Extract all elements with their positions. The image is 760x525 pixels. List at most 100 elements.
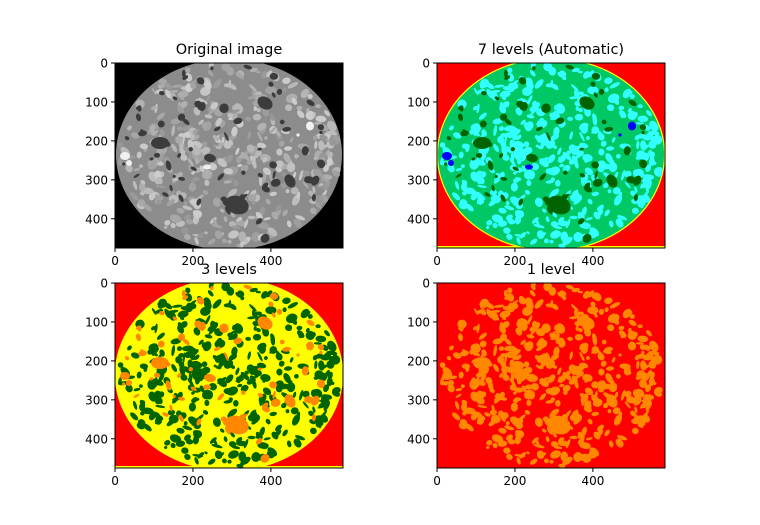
aggregate-grain	[215, 365, 222, 370]
aggregate-grain	[258, 396, 263, 407]
aggregate-grain	[169, 434, 182, 443]
aggregate-grain	[208, 382, 217, 391]
aggregate-grain	[192, 367, 201, 376]
aggregate-grain	[327, 120, 337, 132]
void-region	[473, 137, 491, 149]
void-region	[535, 126, 543, 132]
aggregate-grain	[230, 145, 235, 149]
aggregate-grain	[238, 154, 246, 159]
void-region	[455, 393, 462, 398]
aggregate-grain	[167, 189, 176, 196]
aggregate-grain	[514, 129, 521, 135]
aggregate-grain	[545, 436, 550, 443]
aggregate-grain	[230, 365, 235, 369]
aggregate-grain	[479, 84, 485, 89]
aggregate-grain	[130, 352, 140, 359]
aggregate-grain	[192, 129, 199, 135]
aggregate-grain	[584, 327, 592, 337]
aggregate-grain	[188, 402, 197, 412]
aggregate-grain	[275, 160, 284, 169]
aggregate-grain	[573, 379, 579, 389]
aggregate-grain	[133, 167, 141, 172]
bright-inclusion	[628, 121, 636, 131]
void-region	[301, 366, 309, 376]
aggregate-grain	[327, 340, 337, 352]
aggregate-grain	[254, 91, 262, 96]
void-region	[471, 157, 476, 161]
aggregate-grain	[255, 290, 261, 294]
aggregate-grain	[646, 110, 652, 117]
aggregate-grain	[501, 316, 507, 321]
aggregate-grain	[253, 106, 257, 111]
aggregate-grain	[156, 176, 163, 185]
aggregate-grain	[589, 227, 600, 237]
void-region	[177, 113, 186, 121]
aggregate-grain	[547, 374, 556, 384]
void-region	[165, 380, 172, 391]
aggregate-grain	[305, 330, 315, 340]
y-tick-label: 100	[85, 315, 108, 329]
aggregate-grain	[558, 463, 563, 468]
void-region	[579, 96, 595, 110]
image-area	[115, 283, 343, 468]
void-region	[255, 218, 263, 225]
aggregate-grain	[504, 132, 508, 145]
aggregate-grain	[646, 330, 652, 337]
aggregate-grain	[478, 332, 487, 340]
subplot-title: 1 level	[527, 262, 575, 278]
aggregate-grain	[603, 182, 609, 189]
aggregate-grain	[646, 174, 655, 180]
aggregate-grain	[617, 215, 628, 221]
aggregate-grain	[550, 408, 560, 417]
aggregate-grain	[550, 450, 561, 459]
aggregate-grain	[331, 390, 341, 397]
aggregate-grain	[648, 350, 660, 356]
aggregate-grain	[510, 402, 519, 412]
aggregate-grain	[507, 287, 513, 294]
void-region	[601, 339, 607, 345]
aggregate-grain	[231, 346, 238, 357]
aggregate-grain	[634, 112, 638, 117]
aggregate-grain	[449, 125, 454, 131]
aggregate-grain	[543, 238, 549, 244]
y-tick-label: 300	[407, 393, 430, 407]
image-area	[437, 283, 665, 468]
void-region	[306, 99, 315, 107]
aggregate-grain	[324, 394, 333, 400]
void-region	[124, 356, 130, 361]
aggregate-grain	[247, 351, 251, 360]
aggregate-grain	[192, 349, 199, 355]
aggregate-grain	[477, 404, 488, 409]
void-region	[623, 366, 631, 376]
aggregate-grain	[176, 126, 183, 132]
aggregate-grain	[230, 329, 241, 334]
aggregate-grain	[204, 399, 210, 406]
void-region	[628, 99, 637, 107]
void-region	[639, 159, 648, 169]
aggregate-grain	[648, 377, 655, 387]
bright-inclusion	[448, 380, 454, 386]
void-region	[199, 321, 206, 332]
aggregate-grain	[560, 374, 568, 379]
aggregate-grain	[566, 370, 571, 375]
aggregate-grain	[513, 398, 519, 403]
aggregate-grain	[132, 400, 138, 410]
aggregate-grain	[607, 104, 615, 112]
aggregate-grain	[294, 153, 299, 159]
aggregate-grain	[583, 291, 590, 299]
void-region	[591, 72, 601, 80]
aggregate-grain	[539, 158, 549, 168]
aggregate-grain	[132, 180, 138, 190]
aggregate-grain	[635, 388, 645, 398]
aggregate-grain	[187, 378, 194, 386]
void-region	[526, 373, 538, 383]
aggregate-grain	[498, 126, 505, 132]
aggregate-grain	[263, 136, 268, 141]
aggregate-grain	[580, 396, 585, 407]
aggregate-grain	[176, 427, 185, 434]
aggregate-grain	[251, 379, 257, 389]
aggregate-grain	[476, 347, 482, 352]
aggregate-grain	[227, 239, 232, 244]
void-region	[626, 179, 635, 184]
void-region	[446, 136, 452, 141]
